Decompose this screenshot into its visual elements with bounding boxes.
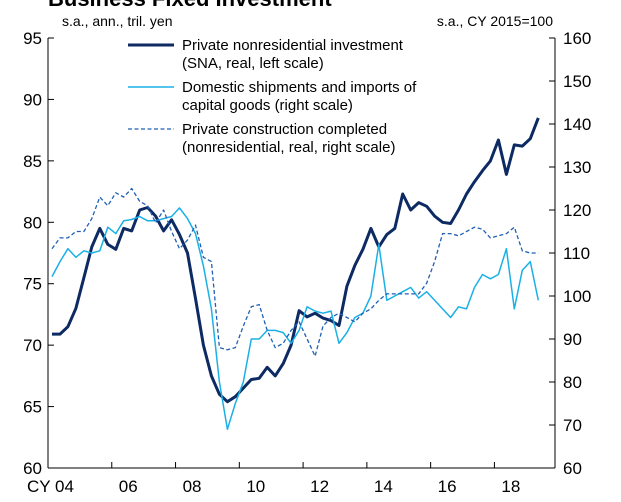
series-line bbox=[51, 187, 539, 357]
chart-title: Business Fixed Investment bbox=[48, 0, 332, 11]
y2-tick-label: 70 bbox=[563, 416, 582, 435]
y2-tick-label: 110 bbox=[563, 244, 590, 263]
y-tick-label: 60 bbox=[23, 459, 42, 478]
y-tick-label: 95 bbox=[23, 29, 42, 48]
x-tick-label: 16 bbox=[438, 477, 457, 496]
legend-line: Private construction completed bbox=[182, 121, 387, 138]
y2-tick-label: 90 bbox=[563, 330, 582, 349]
legend-line: Domestic shipments and imports of bbox=[182, 79, 417, 96]
legend-label: Private construction completed (nonreside… bbox=[182, 121, 395, 156]
x-tick-label: 14 bbox=[374, 477, 393, 496]
series-line bbox=[51, 207, 540, 431]
legend-label: Private nonresidential investment (SNA, r… bbox=[182, 37, 404, 72]
y2-tick-label: 60 bbox=[563, 459, 582, 478]
y2-tick-label: 130 bbox=[563, 158, 591, 177]
y-tick-label: 75 bbox=[23, 275, 42, 294]
y2-tick-label: 160 bbox=[563, 29, 591, 48]
y-tick-label: 65 bbox=[23, 398, 42, 417]
legend-line: (nonresidential, real, right scale) bbox=[182, 139, 395, 156]
legend-label: Domestic shipments and imports of capital… bbox=[182, 79, 417, 114]
legend-line: Private nonresidential investment bbox=[182, 37, 404, 54]
y-tick-label: 70 bbox=[23, 336, 42, 355]
x-tick-label: 18 bbox=[501, 477, 520, 496]
x-tick-label: 08 bbox=[183, 477, 202, 496]
y2-tick-label: 150 bbox=[563, 72, 591, 91]
y-tick-label: 85 bbox=[23, 152, 42, 171]
y2-tick-label: 120 bbox=[563, 201, 591, 220]
y2-tick-label: 100 bbox=[563, 287, 591, 306]
y-tick-label: 80 bbox=[23, 213, 42, 232]
x-tick-label: 06 bbox=[119, 477, 138, 496]
y2-tick-label: 80 bbox=[563, 373, 582, 392]
y-tick-label: 90 bbox=[23, 90, 42, 109]
legend-line: capital goods (right scale) bbox=[182, 97, 353, 114]
x-tick-label: CY 04 bbox=[27, 477, 74, 496]
y2-axis-label: s.a., CY 2015=100 bbox=[437, 13, 553, 29]
x-tick-label: 12 bbox=[310, 477, 329, 496]
x-tick-label: 10 bbox=[246, 477, 265, 496]
y2-tick-label: 140 bbox=[563, 115, 591, 134]
series-line bbox=[52, 117, 540, 404]
y-axis-label: s.a., ann., tril. yen bbox=[62, 13, 173, 29]
legend-line: (SNA, real, left scale) bbox=[182, 55, 324, 72]
